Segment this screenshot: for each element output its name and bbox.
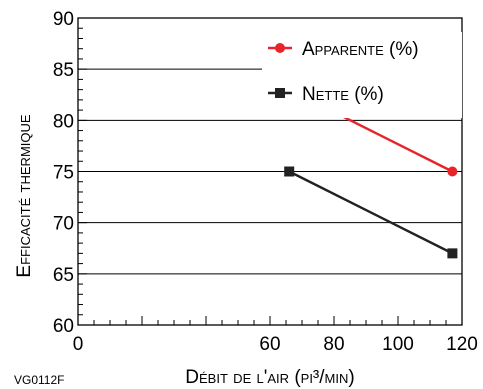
figure-code: VG0112F xyxy=(14,373,64,387)
x-tick-label: 60 xyxy=(259,334,280,355)
x-tick-label: 0 xyxy=(73,334,84,355)
legend-label: Apparente (%) xyxy=(302,39,419,60)
y-tick-label: 85 xyxy=(53,60,74,81)
data-point xyxy=(447,248,458,259)
legend-entry-1: Apparente (%) xyxy=(268,39,419,60)
legend-entry-2: Nette (%) xyxy=(268,84,384,105)
series-line xyxy=(288,170,453,255)
y-tick-label: 75 xyxy=(53,163,74,184)
legend-background xyxy=(262,32,462,118)
x-tick-label: 100 xyxy=(382,334,414,355)
series-2 xyxy=(284,166,458,259)
legend: Apparente (%) Nette (%) xyxy=(262,32,462,118)
x-tick-label: 120 xyxy=(446,334,478,355)
legend-marker xyxy=(275,43,285,53)
y-tick-label: 60 xyxy=(53,316,74,337)
y-axis-title: Efficacité thermique xyxy=(14,114,35,277)
y-tick-label: 65 xyxy=(53,265,74,286)
y-tick-label: 70 xyxy=(53,214,74,235)
y-tick-label: 80 xyxy=(53,111,74,132)
y-tick-label: 90 xyxy=(53,9,74,30)
x-axis-title: Débit de l'air (pi³/min) xyxy=(185,367,354,388)
legend-marker xyxy=(275,88,285,98)
x-tick-label: 80 xyxy=(323,334,344,355)
legend-label: Nette (%) xyxy=(302,84,384,105)
data-point xyxy=(447,166,458,177)
data-point xyxy=(284,166,295,177)
